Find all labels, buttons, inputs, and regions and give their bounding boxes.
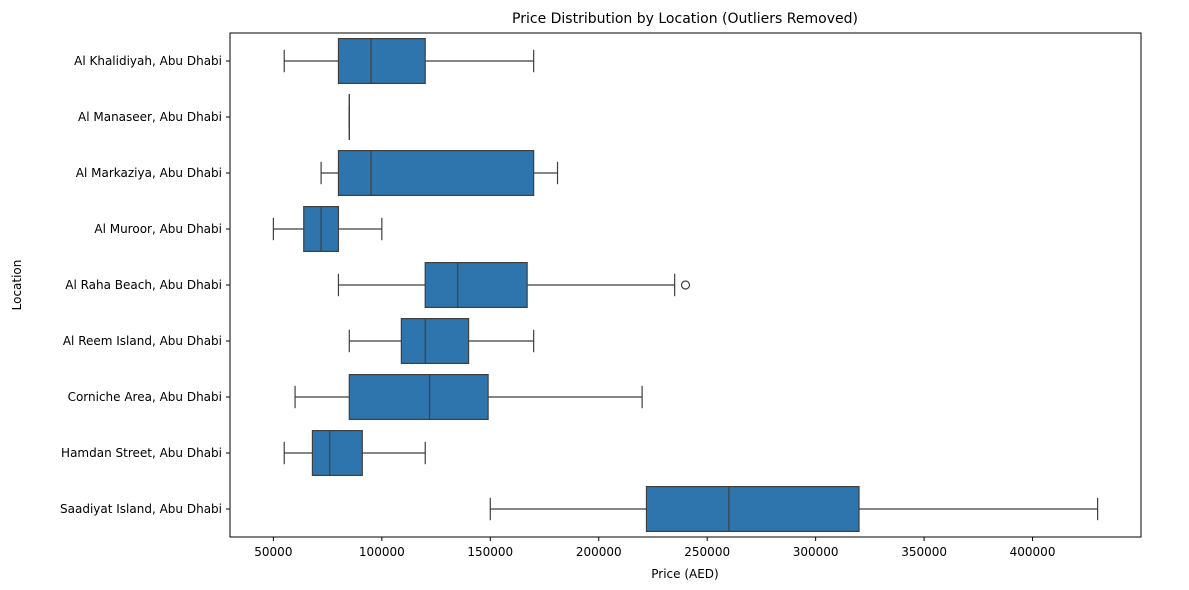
iqr-box bbox=[337, 150, 535, 197]
x-tick-label: 250000 bbox=[684, 545, 730, 559]
y-axis-ticks: Al Khalidiyah, Abu Dhabi Al Manaseer, Abu… bbox=[60, 54, 230, 516]
y-tick-label: Saadiyat Island, Abu Dhabi bbox=[60, 502, 222, 516]
x-tick-label: 200000 bbox=[576, 545, 622, 559]
x-tick-label: 100000 bbox=[359, 545, 405, 559]
x-tick-label: 150000 bbox=[467, 545, 513, 559]
y-tick-label: Hamdan Street, Abu Dhabi bbox=[61, 446, 222, 460]
y-tick-label: Al Khalidiyah, Abu Dhabi bbox=[74, 54, 222, 68]
box-group bbox=[489, 486, 1099, 533]
x-axis-ticks: 50000 100000 150000 200000 250000 300000 35000… bbox=[254, 537, 1055, 559]
y-tick-label: Corniche Area, Abu Dhabi bbox=[68, 390, 222, 404]
iqr-box bbox=[337, 37, 426, 84]
box-group bbox=[294, 374, 643, 421]
x-axis-label: Price (AED) bbox=[651, 567, 718, 581]
box-group bbox=[272, 206, 383, 253]
x-tick-label: 400000 bbox=[1010, 545, 1056, 559]
box-group bbox=[283, 430, 426, 477]
box-group bbox=[320, 150, 559, 197]
box-group bbox=[348, 318, 535, 365]
x-tick-label: 50000 bbox=[254, 545, 292, 559]
iqr-box bbox=[424, 262, 528, 309]
chart-title: Price Distribution by Location (Outliers… bbox=[512, 11, 858, 27]
outlier-point bbox=[680, 280, 691, 290]
x-tick-label: 350000 bbox=[901, 545, 947, 559]
y-tick-label: Al Raha Beach, Abu Dhabi bbox=[65, 278, 222, 292]
plot-marks bbox=[272, 37, 1099, 533]
iqr-box bbox=[348, 374, 489, 421]
box-group bbox=[283, 37, 535, 84]
box-group bbox=[337, 262, 691, 309]
iqr-box bbox=[645, 486, 860, 533]
y-tick-label: Al Manaseer, Abu Dhabi bbox=[78, 110, 222, 124]
y-tick-label: Al Reem Island, Abu Dhabi bbox=[63, 334, 222, 348]
y-axis-label: Location bbox=[10, 260, 24, 311]
y-tick-label: Al Muroor, Abu Dhabi bbox=[94, 222, 222, 236]
y-tick-label: Al Markaziya, Abu Dhabi bbox=[76, 166, 222, 180]
x-tick-label: 300000 bbox=[793, 545, 839, 559]
iqr-box bbox=[400, 318, 470, 365]
iqr-box bbox=[311, 430, 363, 477]
